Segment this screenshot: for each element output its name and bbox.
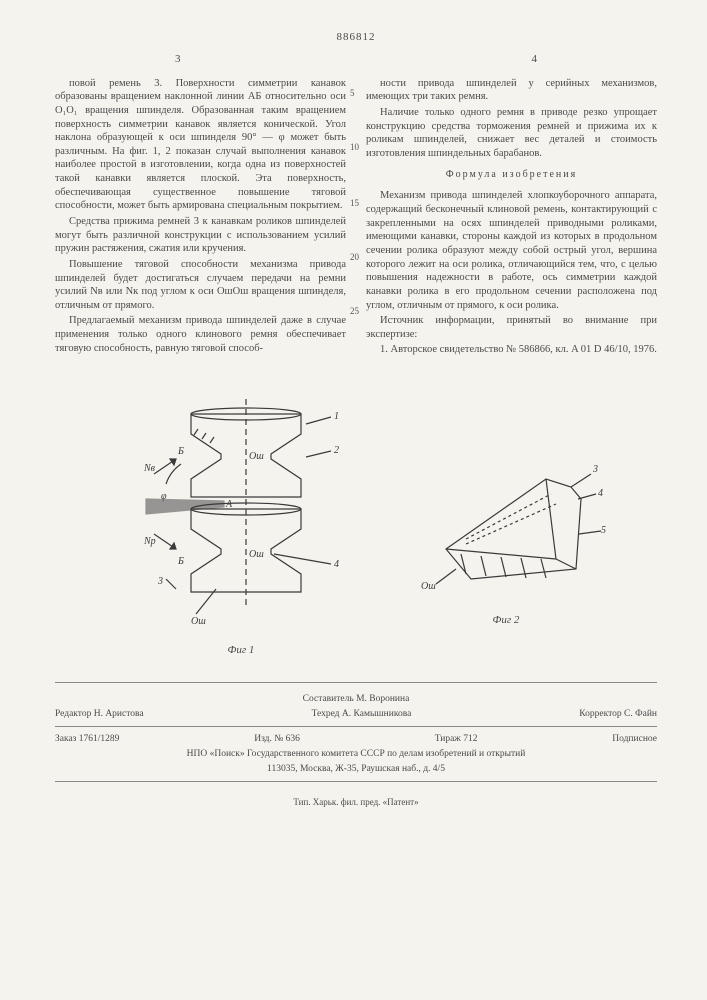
fig1-label-b2: Б	[177, 556, 184, 567]
formula-title: Формула изобретения	[366, 168, 657, 181]
footer-print: Тип. Харьк. фил. пред. «Патент»	[55, 797, 657, 809]
fig1-label-2: 2	[334, 445, 339, 456]
para: Наличие только одного ремня в приводе ре…	[366, 106, 657, 161]
fig1-label-phi: φ	[161, 491, 167, 502]
fig2-label-4: 4	[598, 488, 603, 499]
para: Предлагаемый механизм привода шпинделей …	[55, 314, 346, 355]
footer-izd: Изд. № 636	[254, 733, 300, 745]
fig1-label-osh-bot: Oш	[249, 549, 264, 560]
page-num-right: 4	[532, 52, 538, 66]
fig2-caption: Фиг 2	[406, 613, 606, 627]
footer: Составитель М. Воронина Редактор Н. Арис…	[55, 682, 657, 808]
fig1-label-np: Nр	[143, 536, 156, 547]
fig1-label-4: 4	[334, 559, 339, 570]
para: 1. Авторское свидетельство № 586866, кл.…	[366, 343, 657, 357]
footer-tirazh: Тираж 712	[435, 733, 478, 745]
fig1-label-1: 1	[334, 411, 339, 422]
footer-techred: Техред А. Камышникова	[312, 708, 412, 720]
fig1-caption: Фиг 1	[106, 643, 376, 657]
page-num-left: 3	[175, 52, 181, 66]
marker-25: 25	[350, 306, 359, 318]
figure-1: 1 2 4 3 Nв Nр φ А Б Б Oш Oш Oш Фиг 1	[106, 379, 376, 657]
para: повой ремень 3. Поверхности симметрии ка…	[55, 77, 346, 213]
footer-org1: НПО «Поиск» Государственного комитета СС…	[55, 748, 657, 760]
fig1-label-osh-top: Oш	[249, 451, 264, 462]
marker-20: 20	[350, 252, 359, 264]
fig1-label-a: А	[225, 499, 233, 510]
fig2-label-3: 3	[592, 464, 598, 475]
fig2-svg: 3 4 5 Oш	[406, 439, 606, 609]
para: Источник информации, принятый во внимани…	[366, 314, 657, 341]
fig1-label-osh-axis: Oш	[191, 616, 206, 627]
fig2-label-5: 5	[601, 525, 606, 536]
column-left: повой ремень 3. Поверхности симметрии ка…	[55, 77, 346, 360]
fig1-label-b: Б	[177, 446, 184, 457]
footer-sub: Подписное	[612, 733, 657, 745]
fig1-svg: 1 2 4 3 Nв Nр φ А Б Б Oш Oш Oш	[106, 379, 376, 639]
fig2-label-osh: Oш	[421, 581, 436, 592]
fig1-label-3: 3	[157, 576, 163, 587]
marker-15: 15	[350, 198, 359, 210]
fig1-label-nf: Nв	[143, 463, 156, 474]
marker-10: 10	[350, 142, 359, 154]
page-numbers: 3 4	[55, 52, 657, 66]
marker-5: 5	[350, 88, 355, 100]
footer-editor: Редактор Н. Аристова	[55, 708, 144, 720]
para: Механизм привода шпинделей хлопкоуборочн…	[366, 189, 657, 312]
footer-compiler: Составитель М. Воронина	[55, 693, 657, 705]
para: Средства прижима ремней 3 к канавкам рол…	[55, 215, 346, 256]
figure-2: 3 4 5 Oш Фиг 2	[406, 439, 606, 627]
patent-number: 886812	[55, 30, 657, 44]
footer-org2: 113035, Москва, Ж-35, Раушская наб., д. …	[55, 763, 657, 775]
footer-order: Заказ 1761/1289	[55, 733, 119, 745]
para: Повышение тяговой способности механизма …	[55, 258, 346, 313]
figures-area: 1 2 4 3 Nв Nр φ А Б Б Oш Oш Oш Фиг 1	[55, 379, 657, 657]
column-right: ности привода шпинделей у серийных механ…	[366, 77, 657, 360]
para: ности привода шпинделей у серийных механ…	[366, 77, 657, 104]
footer-corrector: Корректор С. Файн	[579, 708, 657, 720]
